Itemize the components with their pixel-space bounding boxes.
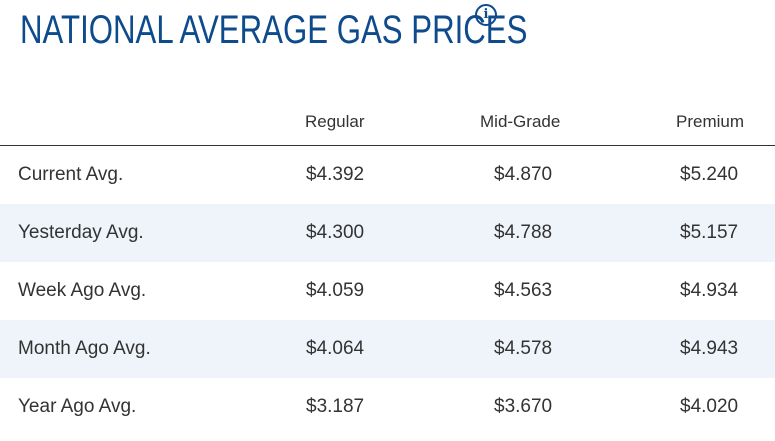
regular-price: $4.059 [306, 280, 365, 301]
column-header-premium: Premium [676, 112, 745, 131]
row-label: Month Ago Avg. [18, 338, 151, 359]
mid-grade-price: $4.578 [494, 338, 553, 359]
premium-price: $5.240 [680, 164, 739, 185]
premium-price: $4.020 [680, 396, 739, 417]
info-icon[interactable]: i [475, 4, 497, 26]
premium-price: $4.943 [680, 338, 739, 359]
table-row: Month Ago Avg. $4.064 $4.578 $4.943 [0, 320, 775, 378]
regular-price: $4.392 [306, 164, 365, 185]
row-label: Year Ago Avg. [18, 396, 137, 417]
table-row: Yesterday Avg. $4.300 $4.788 $5.157 [0, 204, 775, 262]
title-area: NATIONAL AVERAGE GAS PRICES [20, 4, 671, 56]
table-row: Year Ago Avg. $3.187 $3.670 $4.020 [0, 378, 775, 436]
table-row: Current Avg. $4.392 $4.870 $5.240 [0, 146, 775, 204]
mid-grade-price: $3.670 [494, 396, 553, 417]
row-label: Yesterday Avg. [18, 222, 144, 243]
row-label: Current Avg. [18, 164, 124, 185]
premium-price: $5.157 [680, 222, 739, 243]
premium-price: $4.934 [680, 280, 739, 301]
column-header-regular: Regular [305, 112, 365, 131]
mid-grade-price: $4.563 [494, 280, 553, 301]
table-row: Week Ago Avg. $4.059 $4.563 $4.934 [0, 262, 775, 320]
regular-price: $3.187 [306, 396, 365, 417]
regular-price: $4.300 [306, 222, 365, 243]
regular-price: $4.064 [306, 338, 365, 359]
table-header-row: Regular Mid-Grade Premium [0, 90, 775, 146]
column-header-mid-grade: Mid-Grade [480, 112, 561, 131]
row-label: Week Ago Avg. [18, 280, 147, 301]
mid-grade-price: $4.870 [494, 164, 553, 185]
gas-price-table: Regular Mid-Grade Premium Current Avg. $… [0, 90, 775, 436]
page-title: NATIONAL AVERAGE GAS PRICES [20, 8, 528, 52]
mid-grade-price: $4.788 [494, 222, 553, 243]
